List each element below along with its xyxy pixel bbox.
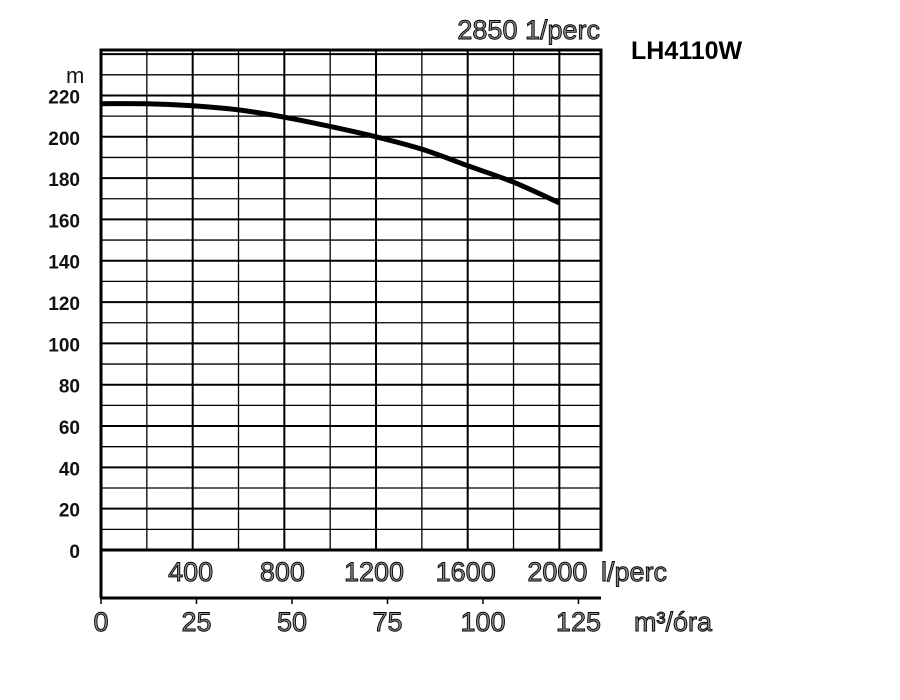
y-tick-label: 140 xyxy=(48,253,80,274)
x2-tick-label: 1600 xyxy=(436,557,496,587)
y-axis-label: m xyxy=(66,63,84,88)
y-tick-label: 100 xyxy=(48,335,80,356)
y-tick-label: 160 xyxy=(48,211,80,232)
x2-axis-label: l/perc xyxy=(601,557,667,587)
series-line-head-curve xyxy=(100,101,561,206)
x-tick-label: 50 xyxy=(277,607,307,637)
x-tick-label: 125 xyxy=(556,607,601,637)
chart-title: LH4110W xyxy=(631,37,743,65)
y-tick-label: 80 xyxy=(59,377,80,398)
y-tick-label: 0 xyxy=(69,542,80,563)
y-tick-label: 60 xyxy=(59,418,80,439)
y-tick-labels: 0 20 40 60 80 100 120 140 160 180 200 220 xyxy=(48,87,80,563)
x2-tick-label: 1200 xyxy=(344,557,404,587)
x-tick-label: 100 xyxy=(460,607,505,637)
plot-frame xyxy=(99,48,603,600)
y-tick-label: 20 xyxy=(59,501,80,522)
x2-tick-label: 2000 xyxy=(527,557,587,587)
y-tick-label: 40 xyxy=(59,459,80,480)
lpm-tick-labels: 400 800 1200 1600 2000 xyxy=(168,557,588,588)
y-tick-label: 200 xyxy=(48,129,80,150)
plot-border xyxy=(99,48,603,552)
m3h-tick-labels: 0 25 50 75 100 125 xyxy=(93,598,601,637)
y-tick-label: 220 xyxy=(48,87,80,108)
chart-subtitle: 2850 1/perc xyxy=(457,15,600,45)
x-axis-label: m³/óra xyxy=(634,607,713,637)
y-tick-label: 120 xyxy=(48,294,80,315)
y-tick-label: 180 xyxy=(48,170,80,191)
x2-tick-label: 800 xyxy=(260,557,305,587)
x-tick-label: 75 xyxy=(372,607,402,637)
x-tick-label: 0 xyxy=(93,607,108,637)
x-tick-label: 25 xyxy=(181,607,211,637)
grid xyxy=(101,50,601,550)
x2-tick-label: 400 xyxy=(168,557,213,587)
